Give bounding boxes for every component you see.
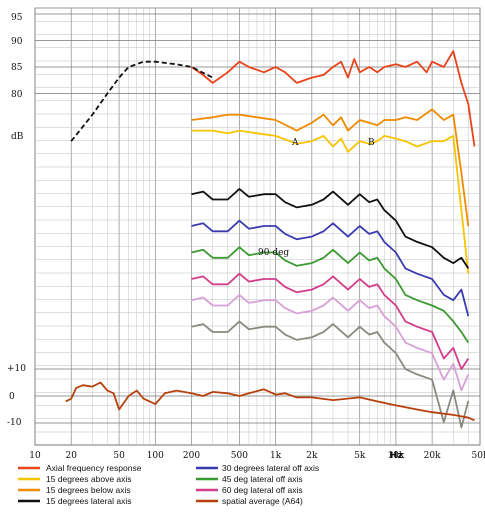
series-layer <box>65 50 476 429</box>
y-tick-95: 95 <box>11 13 23 23</box>
x-axis: 10 20 50 100 200 500 1k 2k 5k 10k 20k 50k <box>29 451 485 461</box>
series-line-3 <box>191 129 470 274</box>
legend-item-15-below: 15 degrees below axis <box>18 485 131 495</box>
legend-label-15-lateral: 15 degrees lateral axis <box>46 496 132 506</box>
legend-item-axial: Axial frequency response <box>18 463 142 473</box>
y-axis-top: 95 90 85 80 dB <box>11 13 24 142</box>
grid-lines <box>34 7 481 446</box>
x-tick-1k: 1k <box>270 451 282 461</box>
y-tick-90: 90 <box>11 37 23 47</box>
series-line-4 <box>191 187 470 269</box>
series-line-2 <box>191 108 470 227</box>
y-tick-80: 80 <box>11 90 23 100</box>
annotation-90-deg: 90 deg <box>258 248 289 258</box>
x-tick-10k: 10k <box>387 451 404 461</box>
series-line-10 <box>65 381 475 422</box>
x-tick-10: 10 <box>29 451 41 461</box>
series-line-0 <box>190 50 476 147</box>
series-line-5 <box>191 219 470 317</box>
y-tick-plus10: +10 <box>7 364 26 374</box>
y-tick-85: 85 <box>11 63 23 73</box>
x-tick-50k: 50k <box>472 451 485 461</box>
y-axis-label: dB <box>11 132 24 142</box>
x-unit-label: Hz <box>390 451 403 461</box>
legend-label-axial: Axial frequency response <box>46 463 142 473</box>
legend-item-spatial-average: spatial average (A64) <box>196 496 303 506</box>
x-tick-20k: 20k <box>424 451 441 461</box>
x-tick-500: 500 <box>231 451 248 461</box>
legend-label-spatial-average: spatial average (A64) <box>222 496 303 506</box>
series-line-9 <box>191 320 470 429</box>
x-tick-20: 20 <box>65 451 77 461</box>
legend: Axial frequency response 15 degrees abov… <box>18 463 319 506</box>
annotation-a: A <box>291 138 299 148</box>
legend-label-30-lateral: 30 degrees lateral off axis <box>222 463 319 473</box>
legend-label-60-lateral: 60 deg lateral off axis <box>222 485 303 495</box>
legend-item-30-lateral: 30 degrees lateral off axis <box>196 463 319 473</box>
x-tick-2k: 2k <box>306 451 318 461</box>
series-line-7 <box>191 272 470 371</box>
x-tick-100: 100 <box>147 451 164 461</box>
series-line-6 <box>191 246 470 344</box>
legend-label-45-lateral: 45 deg lateral off axis <box>222 474 303 484</box>
legend-item-15-above: 15 degrees above axis <box>18 474 132 484</box>
annotation-b: B <box>368 138 375 148</box>
legend-item-45-lateral: 45 deg lateral off axis <box>196 474 303 484</box>
y-axis-bottom: +10 0 -10 <box>7 364 26 428</box>
y-tick-minus10: -10 <box>7 418 22 428</box>
y-tick-0: 0 <box>9 392 15 402</box>
x-tick-50: 50 <box>113 451 125 461</box>
legend-item-15-lateral: 15 degrees lateral axis <box>18 496 132 506</box>
x-tick-200: 200 <box>183 451 200 461</box>
x-tick-5k: 5k <box>354 451 366 461</box>
legend-label-15-below: 15 degrees below axis <box>46 485 131 495</box>
legend-label-15-above: 15 degrees above axis <box>46 474 132 484</box>
legend-item-60-lateral: 60 deg lateral off axis <box>196 485 303 495</box>
series-line-8 <box>191 293 470 392</box>
